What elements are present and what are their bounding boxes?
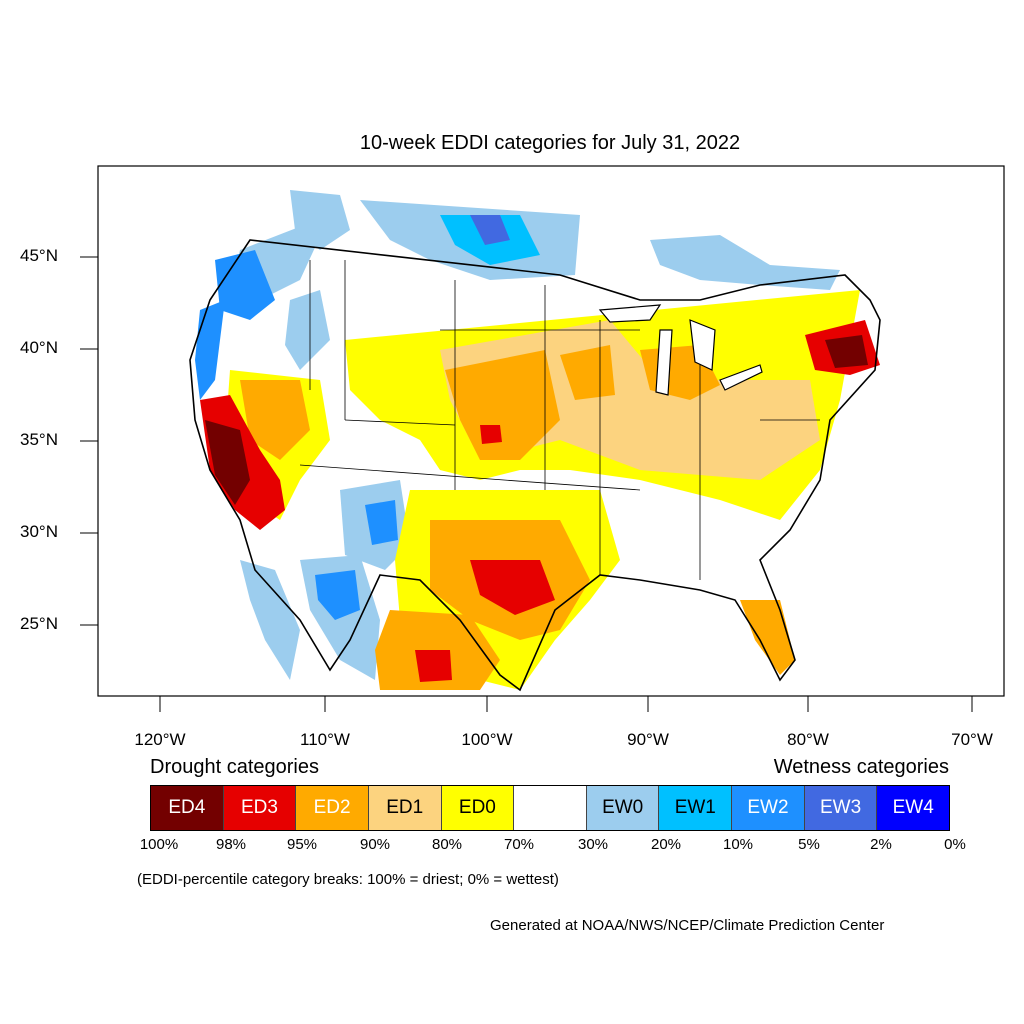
legend-cell-ed3: ED3 (223, 786, 297, 830)
legend-color-bar: ED4 ED3 ED2 ED1 ED0 EW0 EW1 EW2 EW3 EW4 (150, 785, 950, 831)
percentile-label: 5% (798, 836, 820, 853)
legend-cell-neutral (514, 786, 587, 830)
map-title: 10-week EDDI categories for July 31, 202… (359, 132, 741, 154)
legend-cell-ed2: ED2 (296, 786, 369, 830)
percentile-label: 30% (577, 836, 609, 853)
lon-ticks (159, 696, 973, 712)
percentile-label: 95% (286, 836, 318, 853)
lat-label-25n: 25°N (20, 614, 58, 633)
percentile-label: 10% (722, 836, 754, 853)
drought-categories-heading: Drought categories (150, 756, 319, 778)
credit-line: Generated at NOAA/NWS/NCEP/Climate Predi… (490, 917, 885, 934)
lon-label-110w: 110°W (300, 730, 350, 749)
lat-label-45n: 45°N (20, 246, 58, 265)
lon-label-80w: 80°W (787, 730, 829, 749)
map-frame (97, 165, 1005, 697)
state-borders (299, 260, 820, 580)
percentile-label: 20% (650, 836, 682, 853)
percentile-label: 90% (359, 836, 391, 853)
category-breaks-note: (EDDI-percentile category breaks: 100% =… (137, 871, 559, 888)
legend-cell-ew0: EW0 (586, 786, 660, 830)
legend-cell-ed1: ED1 (368, 786, 442, 830)
lat-label-30n: 30°N (20, 522, 58, 541)
wetness-categories-heading: Wetness categories (773, 756, 949, 778)
lon-label-70w: 70°W (951, 730, 993, 749)
legend-cell-ed4: ED4 (151, 786, 224, 830)
percentile-label: 0% (944, 836, 966, 853)
legend-cell-ed0: ED0 (441, 786, 515, 830)
coastline-outline (189, 239, 881, 692)
percentile-label: 80% (431, 836, 463, 853)
lat-ticks (80, 256, 98, 626)
lon-label-100w: 100°W (461, 730, 513, 749)
lat-label-35n: 35°N (20, 430, 58, 449)
legend-cell-ew4: EW4 (877, 786, 950, 830)
lon-label-120w: 120°W (134, 730, 186, 749)
percentile-label: 98% (215, 836, 247, 853)
lat-label-40n: 40°N (20, 338, 58, 357)
legend-cell-ew2: EW2 (732, 786, 805, 830)
legend-cell-ew1: EW1 (659, 786, 733, 830)
percentile-label: 2% (870, 836, 892, 853)
wetness-regions (195, 190, 840, 680)
percentile-label: 70% (503, 836, 535, 853)
lon-label-90w: 90°W (627, 730, 669, 749)
drought-regions (200, 290, 880, 690)
great-lakes (598, 304, 763, 396)
percentile-label: 100% (139, 836, 179, 853)
legend-cell-ew3: EW3 (804, 786, 878, 830)
